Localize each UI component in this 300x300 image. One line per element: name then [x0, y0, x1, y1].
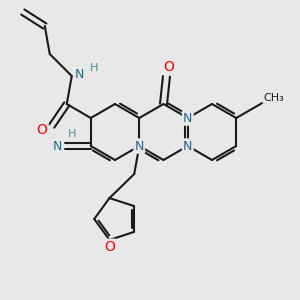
- Text: H: H: [90, 63, 98, 73]
- Text: N: N: [183, 112, 192, 124]
- Text: O: O: [163, 60, 174, 74]
- Text: O: O: [104, 240, 115, 254]
- Text: H: H: [68, 129, 76, 139]
- Text: CH₃: CH₃: [264, 93, 285, 103]
- Text: N: N: [135, 140, 144, 152]
- Text: N: N: [53, 140, 62, 152]
- Text: N: N: [183, 140, 192, 152]
- Text: N: N: [75, 68, 84, 80]
- Text: O: O: [36, 123, 47, 137]
